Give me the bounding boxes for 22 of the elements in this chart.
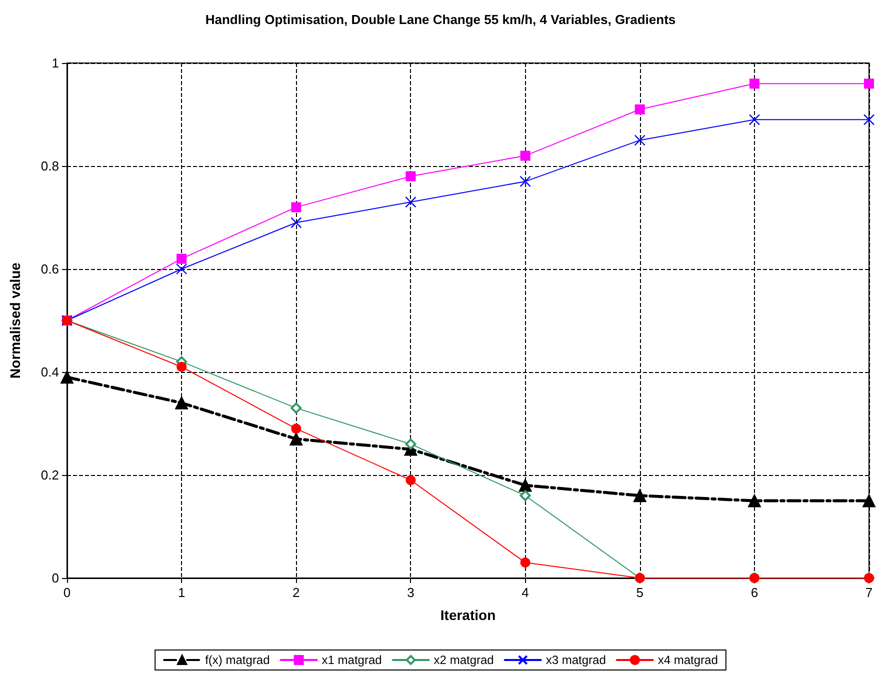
x-tick-label: 4 (522, 585, 529, 600)
x-tick-label: 6 (750, 585, 758, 600)
y-axis-title: Normalised value (7, 262, 23, 378)
legend-label: x2 matgrad (434, 653, 494, 667)
x-axis-title: Iteration (440, 607, 496, 623)
x-tick-label: 5 (636, 585, 644, 600)
x-tick-label: 0 (63, 585, 71, 600)
legend-label: x1 matgrad (322, 653, 382, 667)
chart-title: Handling Optimisation, Double Lane Change 55 km/h, 4 Variables, Gradients (205, 12, 676, 27)
y-tick-label: 0.4 (40, 364, 59, 380)
y-tick-label: 1 (52, 56, 59, 70)
legend-label: x4 matgrad (658, 653, 718, 667)
x-tick-label: 7 (865, 585, 873, 600)
y-tick-label: 0.2 (40, 468, 59, 482)
y-tick-label: 0.6 (40, 262, 59, 276)
legend-label: x3 matgrad (546, 653, 606, 667)
x-tick-label: 1 (178, 585, 186, 600)
x-tick-label: 2 (292, 585, 300, 600)
y-tick-label: 0.8 (40, 158, 59, 174)
legend-label: f(x) matgrad (205, 653, 270, 667)
y-tick-label: 0 (52, 570, 59, 586)
x-tick-label: 3 (407, 585, 414, 600)
